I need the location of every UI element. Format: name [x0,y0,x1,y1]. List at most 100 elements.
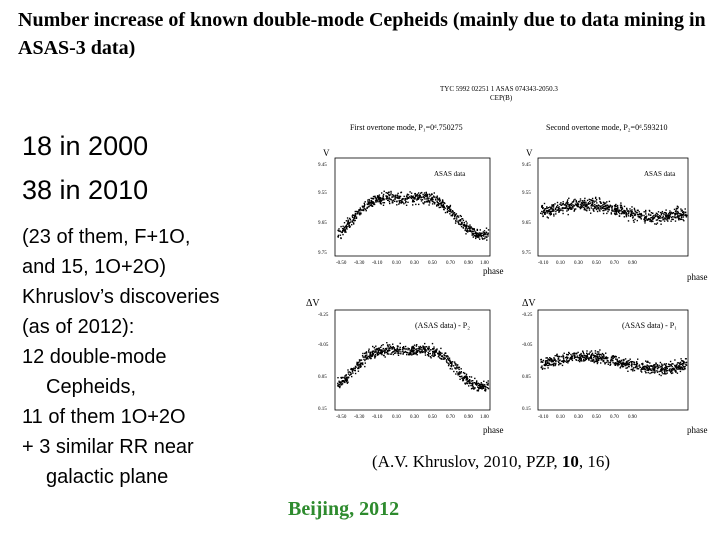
data-point [665,213,667,215]
data-point [656,367,659,370]
data-point [663,217,666,219]
data-point [649,214,652,216]
data-point [662,212,664,214]
data-point [363,209,365,212]
data-point [559,359,561,362]
data-point [444,202,446,205]
data-point [676,217,678,219]
data-point [574,208,576,210]
data-point [628,365,630,368]
data-point [351,216,354,219]
data-point [465,375,467,377]
data-point [567,360,569,362]
data-point [632,219,635,222]
data-point [620,204,623,207]
panel-top-right-title: Second overtone mode, P₂=0ᵈ.593210 [546,123,668,132]
data-point [482,238,484,240]
data-point [653,216,656,218]
data-point [626,360,628,363]
data-point [645,371,647,374]
data-point [436,200,438,202]
data-point [365,351,368,353]
data-point [650,369,652,371]
data-point [613,210,615,212]
data-point [579,360,581,363]
data-point [668,212,671,214]
data-point [411,347,413,349]
data-point [337,377,339,379]
data-point [636,366,638,368]
data-point [343,377,346,379]
data-point [620,362,622,365]
data-point [362,208,365,210]
data-point [593,200,595,202]
data-point [616,205,618,208]
data-point [611,207,613,209]
data-point [454,367,456,369]
data-point [486,236,488,239]
data-point [578,201,580,203]
data-point [376,352,378,354]
data-point [470,227,472,229]
data-point [342,376,344,379]
data-point [545,210,547,212]
data-point [542,367,544,369]
data-point [646,364,648,366]
data-point [365,352,368,354]
data-point [606,357,608,360]
data-point [450,211,452,213]
data-point [547,217,549,219]
data-point [444,211,447,214]
data-point [412,353,415,355]
data-point [596,355,599,357]
data-point [645,209,647,212]
data-point [485,381,488,384]
data-point [397,192,399,195]
data-point [607,210,609,213]
data-point [585,204,588,207]
data-point [458,375,461,378]
data-point [365,210,367,212]
data-point [555,210,557,213]
data-point [668,218,670,220]
data-point [351,368,354,370]
data-point [625,364,627,367]
data-point [566,206,568,208]
svg-text:1.00: 1.00 [480,415,489,420]
data-point [420,351,423,353]
data-point [588,209,591,211]
data-point [471,383,473,385]
data-point [625,367,627,369]
data-point [632,361,634,363]
data-point [664,371,666,374]
data-point [646,361,648,363]
data-point [444,207,446,209]
data-point [386,347,388,350]
data-point [547,207,550,209]
data-point [630,360,632,363]
data-point [400,202,403,204]
data-point [428,347,430,349]
data-point [416,198,418,200]
data-point [607,206,609,209]
data-point [406,194,408,197]
data-point [458,223,460,225]
data-point [360,208,362,211]
data-point [358,359,361,361]
data-point [667,218,669,220]
data-point [679,212,681,215]
data-point [586,357,588,359]
data-point [376,347,378,350]
data-point [592,202,594,205]
data-point [666,370,669,372]
data-point [611,208,613,210]
data-point [683,361,685,363]
data-point [440,204,442,207]
data-point [399,195,402,198]
data-point [381,197,383,199]
data-point [419,350,421,353]
data-point [583,353,585,355]
data-point [680,358,682,360]
data-point [594,206,597,209]
data-point [475,232,477,234]
